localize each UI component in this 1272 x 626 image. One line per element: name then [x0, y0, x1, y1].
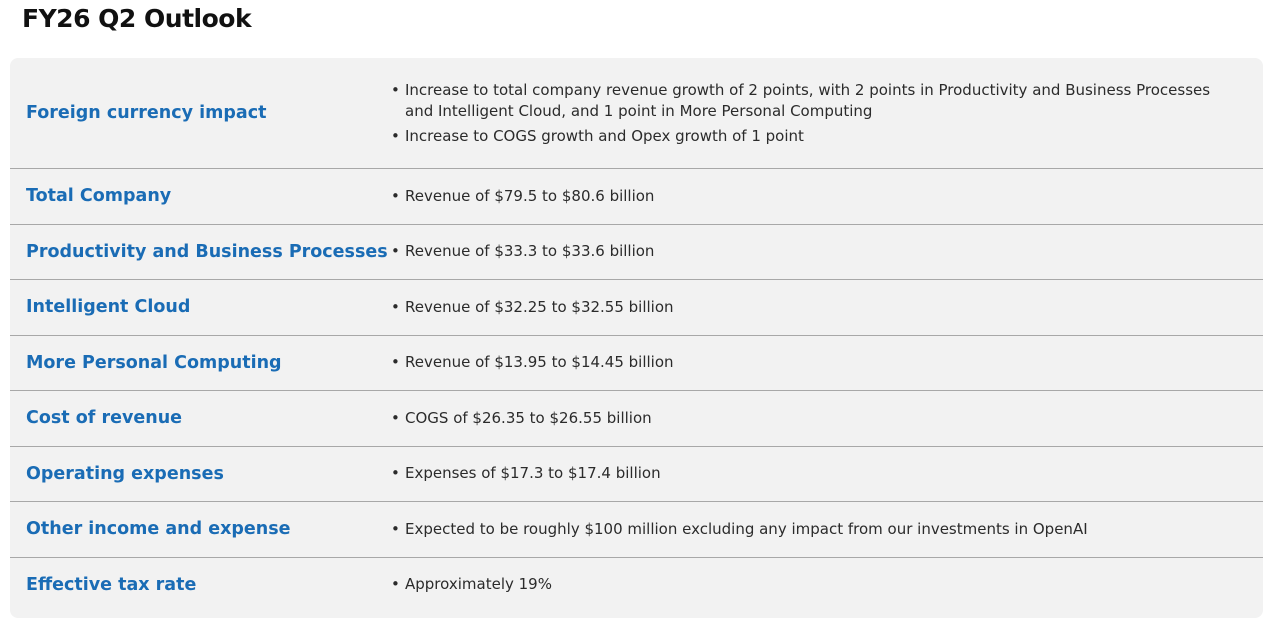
table-row: Other income and expense Expected to be r… — [10, 501, 1263, 557]
bullet-item: Approximately 19% — [391, 574, 1241, 595]
outlook-table: Foreign currency impact Increase to total… — [10, 58, 1263, 618]
bullet-list: Revenue of $13.95 to $14.45 billion — [391, 348, 1241, 377]
bullet-item: Increase to COGS growth and Opex growth … — [391, 126, 1241, 147]
bullet-list: Expected to be roughly $100 million excl… — [391, 515, 1241, 544]
bullet-list: Revenue of $33.3 to $33.6 billion — [391, 237, 1241, 266]
table-row: Foreign currency impact Increase to total… — [10, 58, 1263, 168]
bullet-list: Revenue of $32.25 to $32.55 billion — [391, 293, 1241, 322]
bullet-item: Increase to total company revenue growth… — [391, 80, 1241, 122]
bullet-item: Revenue of $79.5 to $80.6 billion — [391, 186, 1241, 207]
bullet-item: Expenses of $17.3 to $17.4 billion — [391, 463, 1241, 484]
bullet-list: Expenses of $17.3 to $17.4 billion — [391, 459, 1241, 488]
row-label: Total Company — [26, 186, 172, 207]
row-label: Operating expenses — [26, 463, 224, 484]
table-row: Intelligent Cloud Revenue of $32.25 to $3… — [10, 279, 1263, 335]
row-label: Other income and expense — [26, 519, 291, 540]
row-label: More Personal Computing — [26, 352, 282, 373]
bullet-list: COGS of $26.35 to $26.55 billion — [391, 404, 1241, 433]
row-label: Productivity and Business Processes — [26, 241, 388, 262]
bullet-item: Revenue of $33.3 to $33.6 billion — [391, 241, 1241, 262]
page-title: FY26 Q2 Outlook — [22, 4, 252, 33]
row-label: Foreign currency impact — [26, 103, 267, 123]
bullet-list: Approximately 19% — [391, 570, 1241, 599]
row-label: Intelligent Cloud — [26, 297, 191, 318]
bullet-item: Expected to be roughly $100 million excl… — [391, 519, 1241, 540]
bullet-item: COGS of $26.35 to $26.55 billion — [391, 408, 1241, 429]
table-row: Total Company Revenue of $79.5 to $80.6 b… — [10, 168, 1263, 224]
table-row: Cost of revenue COGS of $26.35 to $26.55 … — [10, 390, 1263, 446]
table-row: Effective tax rate Approximately 19% — [10, 556, 1263, 613]
table-row: Productivity and Business ProcessesReven… — [10, 223, 1263, 280]
row-label: Effective tax rate — [26, 574, 197, 595]
table-row: Operating expenses Expenses of $17.3 to $… — [10, 445, 1263, 502]
table-row: More Personal Computing Revenue of $13.95… — [10, 334, 1263, 391]
bullet-list: Increase to total company revenue growth… — [391, 76, 1241, 151]
bullet-item: Revenue of $13.95 to $14.45 billion — [391, 352, 1241, 373]
row-label: Cost of revenue — [26, 408, 183, 429]
bullet-list: Revenue of $79.5 to $80.6 billion — [391, 182, 1241, 211]
bullet-item: Revenue of $32.25 to $32.55 billion — [391, 297, 1241, 318]
